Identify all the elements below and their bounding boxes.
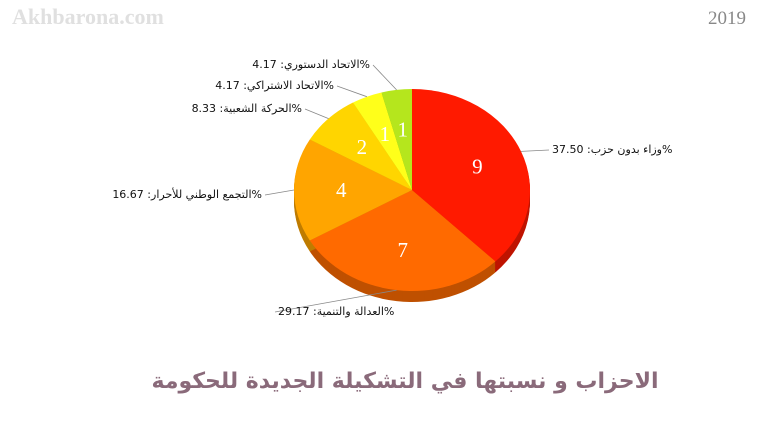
leader-line (372, 64, 397, 91)
leader-line (304, 108, 329, 119)
slice-label: %الاتحاد الدستوري: 4.17 (252, 58, 370, 71)
slice-label: %التجمع الوطني للأحرار: 16.67 (112, 187, 262, 201)
slice (294, 139, 412, 241)
slice-value: 1 (380, 122, 391, 146)
leader-line (520, 149, 550, 152)
slice-value: 1 (398, 118, 409, 142)
chart-title: الاحزاب و نسبتها في التشكيلة الجديدة للح… (151, 369, 658, 394)
leader-line (274, 289, 397, 313)
slice-value: 7 (398, 238, 409, 262)
slice-value: 4 (336, 178, 347, 202)
year: 2019 (708, 8, 746, 29)
slice (412, 89, 531, 262)
slice-label: %العدالة والتنمية: 29.17 (278, 305, 394, 318)
slice-label: %الحركة الشعبية: 8.33 (192, 102, 302, 115)
leader-line (264, 189, 295, 196)
slice-value: 2 (357, 135, 368, 159)
slice-value: 9 (472, 155, 483, 179)
slice-label: %وزاء بدون حزب: 37.50 (552, 143, 672, 156)
slice (309, 102, 412, 190)
slice-label: %الاتحاد الاشتراكي: 4.17 (215, 79, 334, 92)
slice (309, 190, 496, 291)
slice (381, 89, 412, 190)
leader-line (336, 85, 367, 98)
slice (353, 92, 412, 190)
watermark: Akhbarona.com (12, 4, 164, 29)
